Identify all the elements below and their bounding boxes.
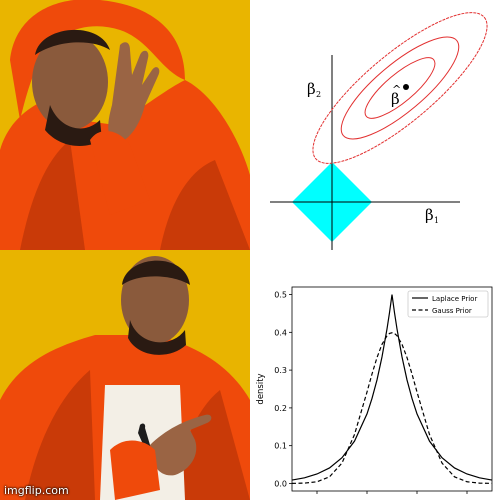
legend: Laplace Prior Gauss Prior <box>407 290 489 318</box>
prior-density-chart: 0.0 0.1 0.2 0.3 0.4 0.5 density Laplace Prior… <box>250 250 500 500</box>
beta2-label: β <box>307 80 316 98</box>
beta-hat-label: β <box>391 90 400 108</box>
y-tick-label: 0.0 <box>274 479 287 488</box>
lasso-constraint-diagram: β ^ β 2 β 1 <box>250 0 500 250</box>
y-axis-label: density <box>256 373 266 404</box>
beta2-subscript: 2 <box>316 90 321 99</box>
meme-panel-approve: imgflip.com <box>0 250 250 500</box>
loss-contours <box>312 12 488 164</box>
x-ticks <box>316 491 468 494</box>
series-line-laplace <box>291 294 493 481</box>
beta1-label: β <box>425 206 434 224</box>
contour-inner <box>364 57 436 119</box>
contour-outer <box>312 12 488 164</box>
chart-canvas: 0.0 0.1 0.2 0.3 0.4 0.5 density Laplace Prior… <box>256 286 493 494</box>
beta-hat-accent: ^ <box>392 83 401 96</box>
y-ticks: 0.0 0.1 0.2 0.3 0.4 0.5 <box>274 291 292 488</box>
plot-frame <box>291 286 493 492</box>
legend-label-laplace: Laplace Prior <box>432 295 477 303</box>
y-tick-label: 0.2 <box>274 404 287 413</box>
imgflip-watermark: imgflip.com <box>4 484 69 497</box>
contour-middle <box>340 36 460 140</box>
diagram-canvas: β ^ β 2 β 1 <box>270 12 488 250</box>
approve-pose-illustration <box>0 250 250 500</box>
y-tick-label: 0.3 <box>274 366 287 375</box>
meme-panel-reject <box>0 0 250 250</box>
legend-label-gauss: Gauss Prior <box>432 307 472 315</box>
beta1-subscript: 1 <box>434 216 439 225</box>
y-tick-label: 0.4 <box>274 328 287 337</box>
series-line-gauss <box>291 332 493 485</box>
reject-pose-illustration <box>0 0 250 250</box>
beta-hat-point <box>403 84 409 90</box>
y-tick-label: 0.5 <box>274 291 287 300</box>
y-tick-label: 0.1 <box>274 442 287 451</box>
